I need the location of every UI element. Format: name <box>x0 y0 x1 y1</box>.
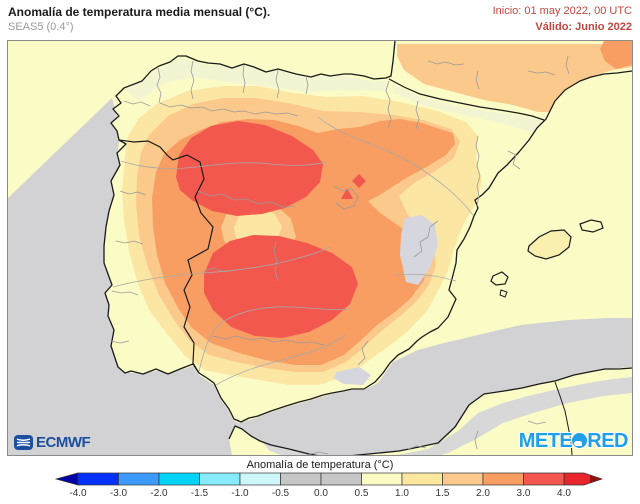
colorbar-right-arrow-tip <box>590 475 602 483</box>
sea-gray-alboran <box>235 318 632 455</box>
anomaly-map-svg <box>8 41 632 455</box>
colorbar-left-arrow <box>54 472 79 486</box>
colorbar-segment-6 <box>280 472 322 486</box>
valid-date: Válido: Junio 2022 <box>535 21 632 33</box>
colorbar-section: Anomalía de temperatura (°C) -4.0 -3.0 -… <box>0 456 640 499</box>
mallorca-island <box>527 229 572 260</box>
colorbar-tick: 0.0 <box>314 488 328 499</box>
colorbar-tick: 1.0 <box>395 488 409 499</box>
spain-france-border <box>388 78 545 121</box>
header: Anomalía de temperatura media mensual (°… <box>0 0 640 40</box>
ibiza-island <box>490 271 509 286</box>
meteored-logo: METE RED <box>518 430 629 453</box>
ecmwf-logo: ECMWF <box>14 434 91 451</box>
river-lines <box>112 116 474 386</box>
portugal-spain-border <box>118 139 214 374</box>
colorbar-tick: -4.0 <box>69 488 87 499</box>
iberia-coastline <box>103 41 632 423</box>
model-label: SEAS5 (0.4°) <box>8 21 74 33</box>
colorbar-tick: -1.0 <box>231 488 249 499</box>
meteored-text-right: RED <box>587 430 628 452</box>
africa-province-lines <box>307 420 547 455</box>
meteored-text-left: METE <box>518 430 573 452</box>
colorbar-tick: 1.5 <box>436 488 450 499</box>
page-title: Anomalía de temperatura media mensual (°… <box>8 5 271 19</box>
colorbar-tick: 4.0 <box>557 488 571 499</box>
colorbar-segment-3 <box>158 472 200 486</box>
formentera-island <box>499 289 508 298</box>
colorbar-ticks: -4.0 -3.0 -2.0 -1.5 -1.0 -0.5 0.0 0.5 1.… <box>69 488 571 499</box>
colorbar-segment-7 <box>320 472 362 486</box>
sea-gray-atlantic <box>8 98 241 455</box>
ecmwf-logo-text: ECMWF <box>36 434 91 451</box>
colorbar-tick: 0.5 <box>355 488 369 499</box>
africa-coastline <box>228 367 632 455</box>
africa-border <box>554 381 573 455</box>
colorbar-tick: -0.5 <box>272 488 290 499</box>
colorbar-segment-10 <box>442 472 484 486</box>
colorbar-segment-8 <box>361 472 403 486</box>
red-anomaly-core-south <box>204 235 358 338</box>
colorbar-svg: Anomalía de temperatura (°C) -4.0 -3.0 -… <box>54 459 604 499</box>
colorbar-tick: -1.5 <box>191 488 209 499</box>
colorbar-segment-1 <box>77 472 119 486</box>
colorbar-title: Anomalía de temperatura (°C) <box>247 459 394 471</box>
colorbar-segment-5 <box>239 472 281 486</box>
colorbar-segment-12 <box>523 472 565 486</box>
colorbar-tick: -3.0 <box>110 488 128 499</box>
colorbar-segment-9 <box>401 472 443 486</box>
colorbar-tick: 3.0 <box>517 488 531 499</box>
colorbar-tick: 2.0 <box>476 488 490 499</box>
colorbar-segment-2 <box>118 472 160 486</box>
ecmwf-icon <box>14 435 33 450</box>
weather-map: ECMWF METE RED <box>7 40 633 456</box>
colorbar-segment-4 <box>199 472 241 486</box>
colorbar-segment-11 <box>482 472 524 486</box>
colorbar-segments <box>77 472 565 486</box>
meteored-o-icon <box>572 433 588 448</box>
colorbar-tick: -2.0 <box>150 488 168 499</box>
init-datetime: Inicio: 01 may 2022, 00 UTC <box>492 5 632 17</box>
red-anomaly-core-north <box>176 121 323 216</box>
menorca-island <box>579 219 604 233</box>
